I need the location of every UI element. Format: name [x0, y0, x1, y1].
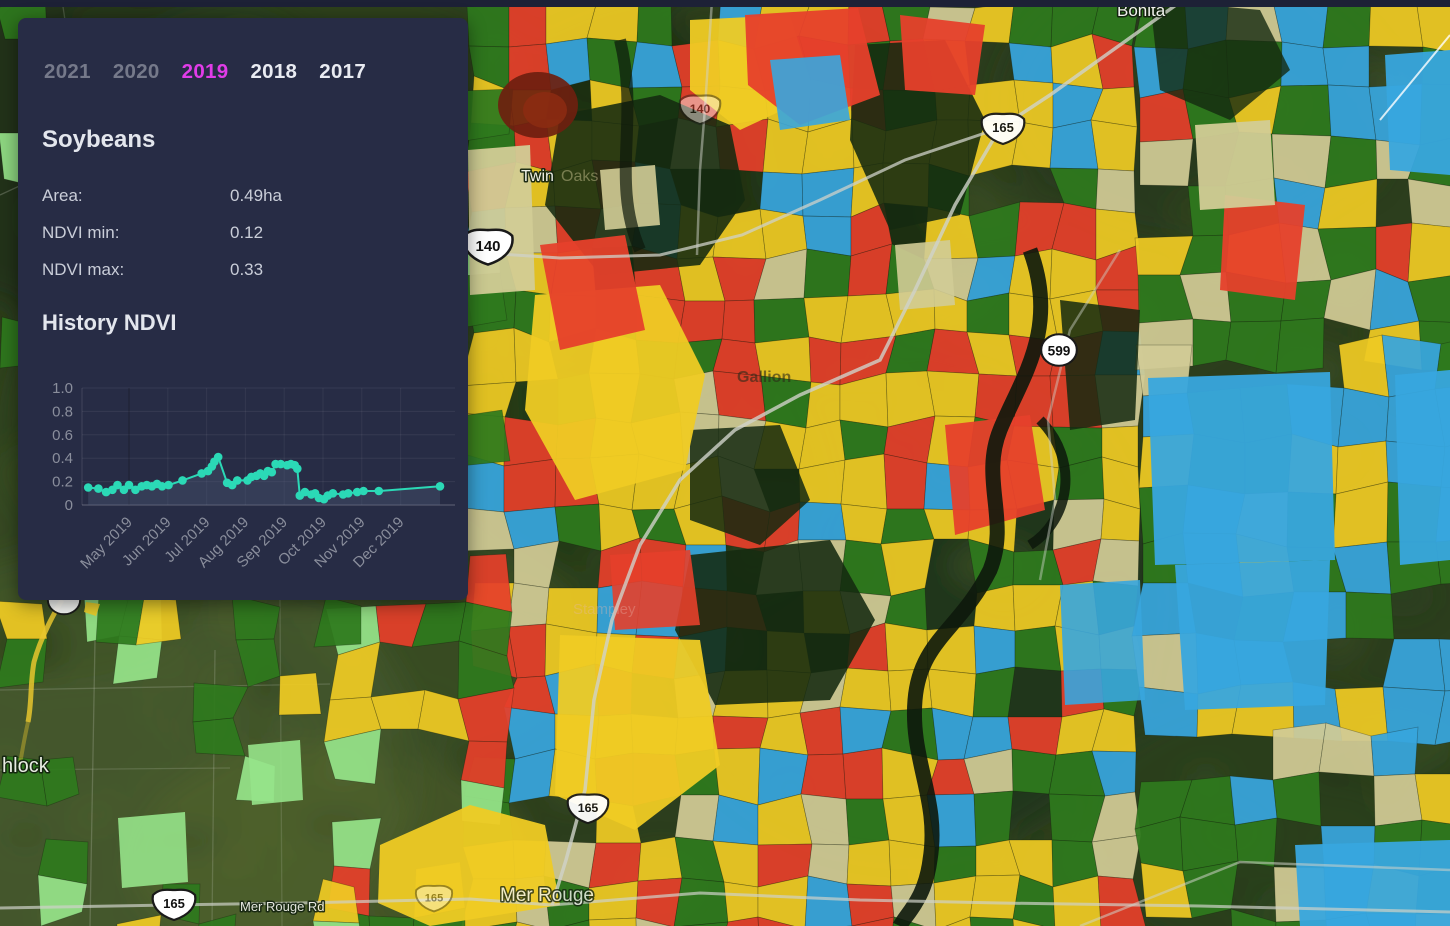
stat-row: Area: 0.49ha [42, 186, 442, 223]
map-label-oaks: Oaks [561, 168, 598, 185]
ndvi-area-fill [88, 457, 440, 505]
y-axis-tick: 0.8 [52, 403, 73, 420]
map-label-twin: Twin [521, 168, 554, 185]
route-shield-140: 140 [462, 228, 514, 266]
year-tab-2018[interactable]: 2018 [250, 60, 298, 83]
ndvi-point[interactable] [328, 489, 338, 498]
y-axis-tick: 0.6 [52, 427, 73, 444]
ndvi-point[interactable] [233, 476, 242, 485]
route-shield-599: 599 [1040, 333, 1078, 367]
ndvi-point[interactable] [343, 489, 353, 498]
map-label-hlock: hlock [2, 755, 50, 777]
map-label-gallion: Gallion [737, 369, 791, 386]
map-label-mer-rouge-rd: Mer Rouge Rd [240, 899, 325, 914]
ndvi-point[interactable] [164, 480, 173, 490]
route-shield-165: 165 [566, 793, 610, 825]
route-shield-165: 165 [980, 112, 1026, 146]
ndvi-point[interactable] [131, 485, 140, 495]
ndvi-points [83, 452, 445, 504]
y-axis-tick: 0.2 [52, 474, 73, 491]
y-axis-tick: 0 [65, 497, 73, 514]
bayou-river [614, 38, 1071, 926]
crop-name: Soybeans [42, 126, 156, 153]
route-shield-165: 165 [414, 884, 454, 913]
route-shields: 140 140 165 599 165 165 165 [46, 94, 1078, 922]
stat-label: Area: [42, 186, 83, 205]
year-tab-2019[interactable]: 2019 [181, 60, 229, 83]
ndvi-point[interactable] [178, 476, 187, 485]
svg-text:165: 165 [425, 892, 443, 904]
ndvi-point[interactable] [293, 464, 302, 473]
svg-text:165: 165 [163, 896, 185, 911]
field-info-panel: 2021 2020 2019 2018 2017 Soybeans Area: 0.49h… [18, 18, 468, 600]
y-axis-tick: 0.4 [52, 450, 73, 467]
stat-value: 0.33 [230, 260, 264, 279]
svg-text:140: 140 [476, 238, 501, 255]
crop-stats: Area: 0.49ha NDVI min: 0.12 NDVI max: 0.33 [42, 186, 442, 297]
map-label-mer-rouge: Mer Rouge [500, 885, 594, 906]
svg-text:165: 165 [578, 801, 599, 815]
ndvi-point[interactable] [213, 452, 223, 462]
route-shield-165: 165 [151, 888, 197, 922]
top-strip [0, 0, 1450, 7]
stat-value: 0.12 [230, 223, 264, 242]
ndvi-point[interactable] [267, 467, 277, 477]
stat-row: NDVI min: 0.12 [42, 223, 442, 260]
year-tab-2020[interactable]: 2020 [112, 60, 160, 83]
ndvi-point[interactable] [83, 483, 93, 492]
ndvi-point[interactable] [113, 480, 122, 490]
svg-text:140: 140 [690, 102, 711, 116]
chart-title: History NDVI [42, 310, 177, 335]
ndvi-point[interactable] [94, 484, 103, 493]
ndvi-point[interactable] [157, 482, 167, 491]
stat-label: NDVI max: [42, 260, 125, 279]
stat-row: NDVI max: 0.33 [42, 260, 442, 297]
ndvi-point[interactable] [359, 486, 368, 496]
svg-text:165: 165 [992, 120, 1014, 135]
year-tab-2017[interactable]: 2017 [319, 60, 367, 83]
y-axis-tick: 1.0 [52, 380, 73, 397]
svg-text:599: 599 [1048, 343, 1071, 358]
ndvi-point[interactable] [374, 486, 384, 496]
year-tab-2021[interactable]: 2021 [44, 60, 91, 83]
map-label-stampley: Stampley [573, 601, 636, 618]
stat-label: NDVI min: [42, 223, 120, 242]
ndvi-point[interactable] [276, 459, 285, 469]
route-shield-140: 140 [678, 94, 722, 126]
map-features [84, 0, 1450, 926]
year-tabs: 2021 2020 2019 2018 2017 [44, 60, 366, 84]
stat-value: 0.49ha [230, 186, 282, 205]
ndvi-point[interactable] [124, 480, 134, 490]
ndvi-point[interactable] [435, 482, 445, 491]
